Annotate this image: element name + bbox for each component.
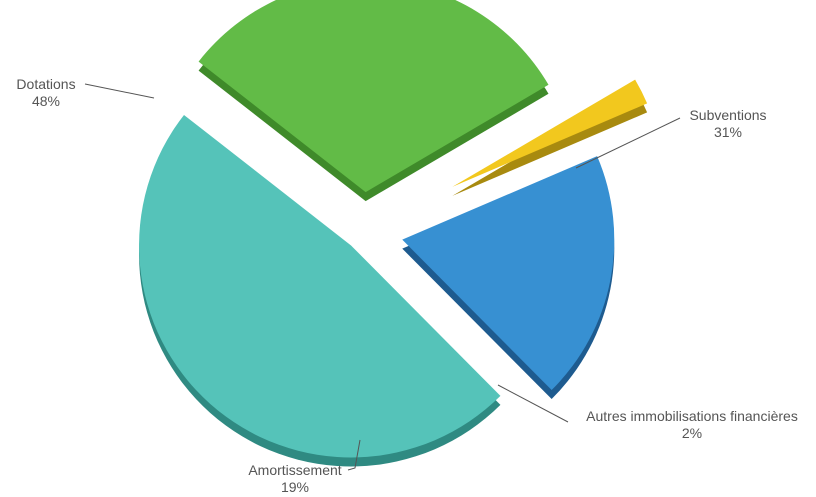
label-autres-pct: 2% <box>682 425 702 441</box>
slice-dotations <box>139 114 501 458</box>
label-subventions-pct: 31% <box>714 124 742 140</box>
label-dotations-pct: 48% <box>32 93 60 109</box>
label-amortissement-pct: 19% <box>281 479 309 495</box>
slice-subventions <box>198 0 549 193</box>
label-dotations-name: Dotations <box>16 76 75 92</box>
slice-autres <box>452 79 648 187</box>
label-subventions-name: Subventions <box>689 107 766 123</box>
slice-amortissement <box>402 156 615 391</box>
leader-line-amortissement <box>347 439 361 471</box>
leader-line-dotations <box>84 83 155 99</box>
leader-line-autres <box>497 384 569 423</box>
label-autres-name: Autres immobilisations financières <box>586 408 798 424</box>
label-amortissement-name: Amortissement <box>248 462 341 478</box>
slice-layer <box>139 0 648 458</box>
leader-line-subventions <box>575 117 681 169</box>
